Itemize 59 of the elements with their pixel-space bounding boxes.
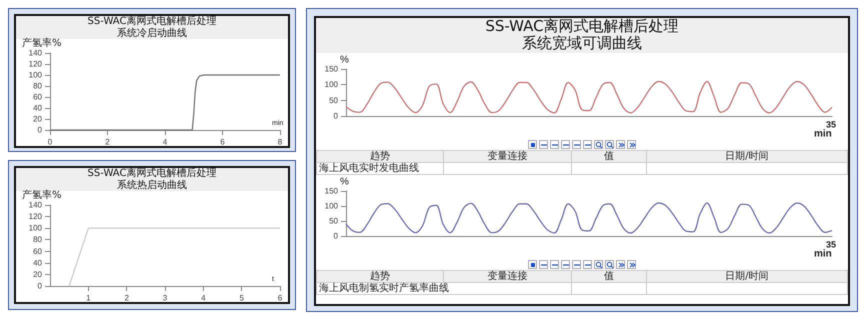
text: 日期/时间 (646, 270, 848, 282)
y-tick-label: 140 (28, 200, 43, 210)
x-tick-label: 4 (162, 138, 168, 146)
x-tick-label: 3 (162, 294, 168, 302)
text: 海上风电实时发电曲线 (316, 162, 444, 174)
x-tick-label: 4 (201, 294, 206, 302)
y-tick-label: 120 (28, 60, 43, 68)
y-axis-title: 产氢率% (22, 190, 62, 201)
y-tick-label: 0 (334, 111, 339, 120)
y-tick-label: 0 (334, 231, 339, 240)
y-tick-label: 0 (38, 126, 43, 134)
y-tick-label: 100 (324, 201, 339, 210)
x-tick-label: 2 (105, 138, 110, 146)
y-tick-label: 40 (33, 104, 43, 112)
x-axis-title: min (814, 248, 832, 259)
x-tick-label: 0 (48, 138, 53, 146)
text: 35 (826, 239, 836, 249)
y-tick-label: 100 (28, 224, 43, 233)
x-tick-label: 1 (86, 294, 92, 302)
x-tick-label: 8 (278, 138, 283, 146)
x-tick-label: 2 (124, 294, 130, 302)
y-tick-label: 80 (33, 82, 43, 90)
line-series (345, 202, 833, 234)
text: 日期/时间 (646, 150, 848, 162)
text: 变量连接 (444, 150, 572, 162)
y-tick-label: 120 (28, 212, 43, 222)
text: 值 (571, 150, 646, 162)
y-tick-label: 50 (329, 95, 339, 104)
y-axis-title: % (340, 54, 349, 65)
y-tick-label: 140 (28, 48, 43, 58)
y-tick-label: 0 (38, 282, 43, 290)
text: 趋势 (316, 150, 444, 162)
y-tick-label: 40 (33, 258, 43, 268)
y-tick-label: 80 (33, 235, 43, 244)
chart-subtitle: 系统热启动曲线 (116, 180, 188, 191)
text: 值 (571, 270, 646, 282)
x-axis-title: min (814, 128, 832, 139)
y-tick-label: 50 (329, 216, 339, 225)
x-tick-label: 6 (220, 138, 226, 146)
text: 趋势 (316, 270, 444, 282)
y-axis-title: % (340, 176, 349, 187)
y-tick-label: 60 (33, 92, 43, 102)
y-tick-label: 100 (28, 70, 43, 80)
text: 变量连接 (444, 270, 572, 282)
chart-subtitle: 系统宽域可调曲线 (521, 34, 643, 52)
x-tick-label: 6 (278, 294, 283, 302)
line-series (345, 80, 833, 113)
chart-subtitle: 系统冷启动曲线 (116, 28, 188, 39)
y-tick-label: 20 (33, 114, 43, 124)
text: 海上风电制氢实时产氢率曲线 (318, 282, 449, 294)
y-tick-label: 150 (324, 64, 339, 73)
x-tick-label: 5 (239, 294, 244, 302)
y-tick-label: 150 (324, 186, 339, 195)
text: 35 (826, 119, 836, 129)
y-tick-label: 60 (33, 246, 43, 256)
y-axis-title: 产氢率% (22, 38, 62, 49)
y-tick-label: 20 (33, 270, 43, 279)
chart-title: SS-WAC离网式电解槽后处理 (484, 17, 680, 35)
y-tick-label: 100 (324, 80, 339, 89)
